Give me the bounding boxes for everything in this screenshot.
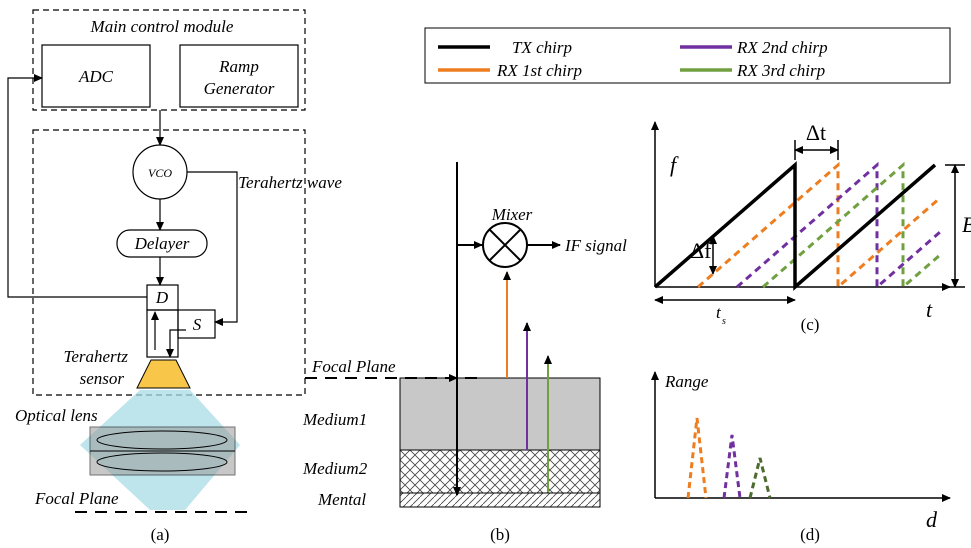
label: D [155,288,169,307]
legend-label: RX 2nd chirp [736,38,828,57]
label: Mixer [491,205,533,224]
medium1 [400,378,600,450]
caption: (b) [490,525,510,544]
diagram: Main control module ADC Ramp Generator V… [0,0,971,548]
legend-label: RX 1st chirp [496,61,582,80]
panel-a-shapes [8,10,305,395]
label: B [962,212,971,237]
label: Range [664,372,709,391]
caption: (d) [800,525,820,544]
label: Medium2 [302,459,368,478]
caption: (c) [801,315,820,334]
label: IF signal [564,236,627,255]
label: Delayer [134,234,190,253]
label: sensor [80,369,125,388]
legend-label: TX chirp [512,38,572,57]
label: Generator [204,79,275,98]
label: Focal Plane [311,357,396,376]
panel-c-axes [655,122,965,300]
label: Optical lens [15,406,98,425]
sensor-shape [137,360,190,388]
label: t [926,297,933,322]
caption: (a) [151,525,170,544]
label: Ramp [218,57,259,76]
label: s [722,316,726,327]
metal [400,493,600,507]
label: Terahertz wave [238,173,342,192]
label: Δt [806,120,826,145]
label: Δf [690,238,712,263]
label: d [926,507,938,532]
legend-lines [438,47,732,70]
label: Medium1 [302,410,367,429]
label: Mental [317,490,366,509]
label: f [670,152,679,177]
label: ADC [78,67,114,86]
label: VCO [148,166,172,180]
label: Main control module [90,17,234,36]
legend-label: RX 3rd chirp [736,61,825,80]
label: Focal Plane [34,489,119,508]
label: Terahertz [63,347,128,366]
medium2 [400,450,600,493]
label: S [193,315,202,334]
